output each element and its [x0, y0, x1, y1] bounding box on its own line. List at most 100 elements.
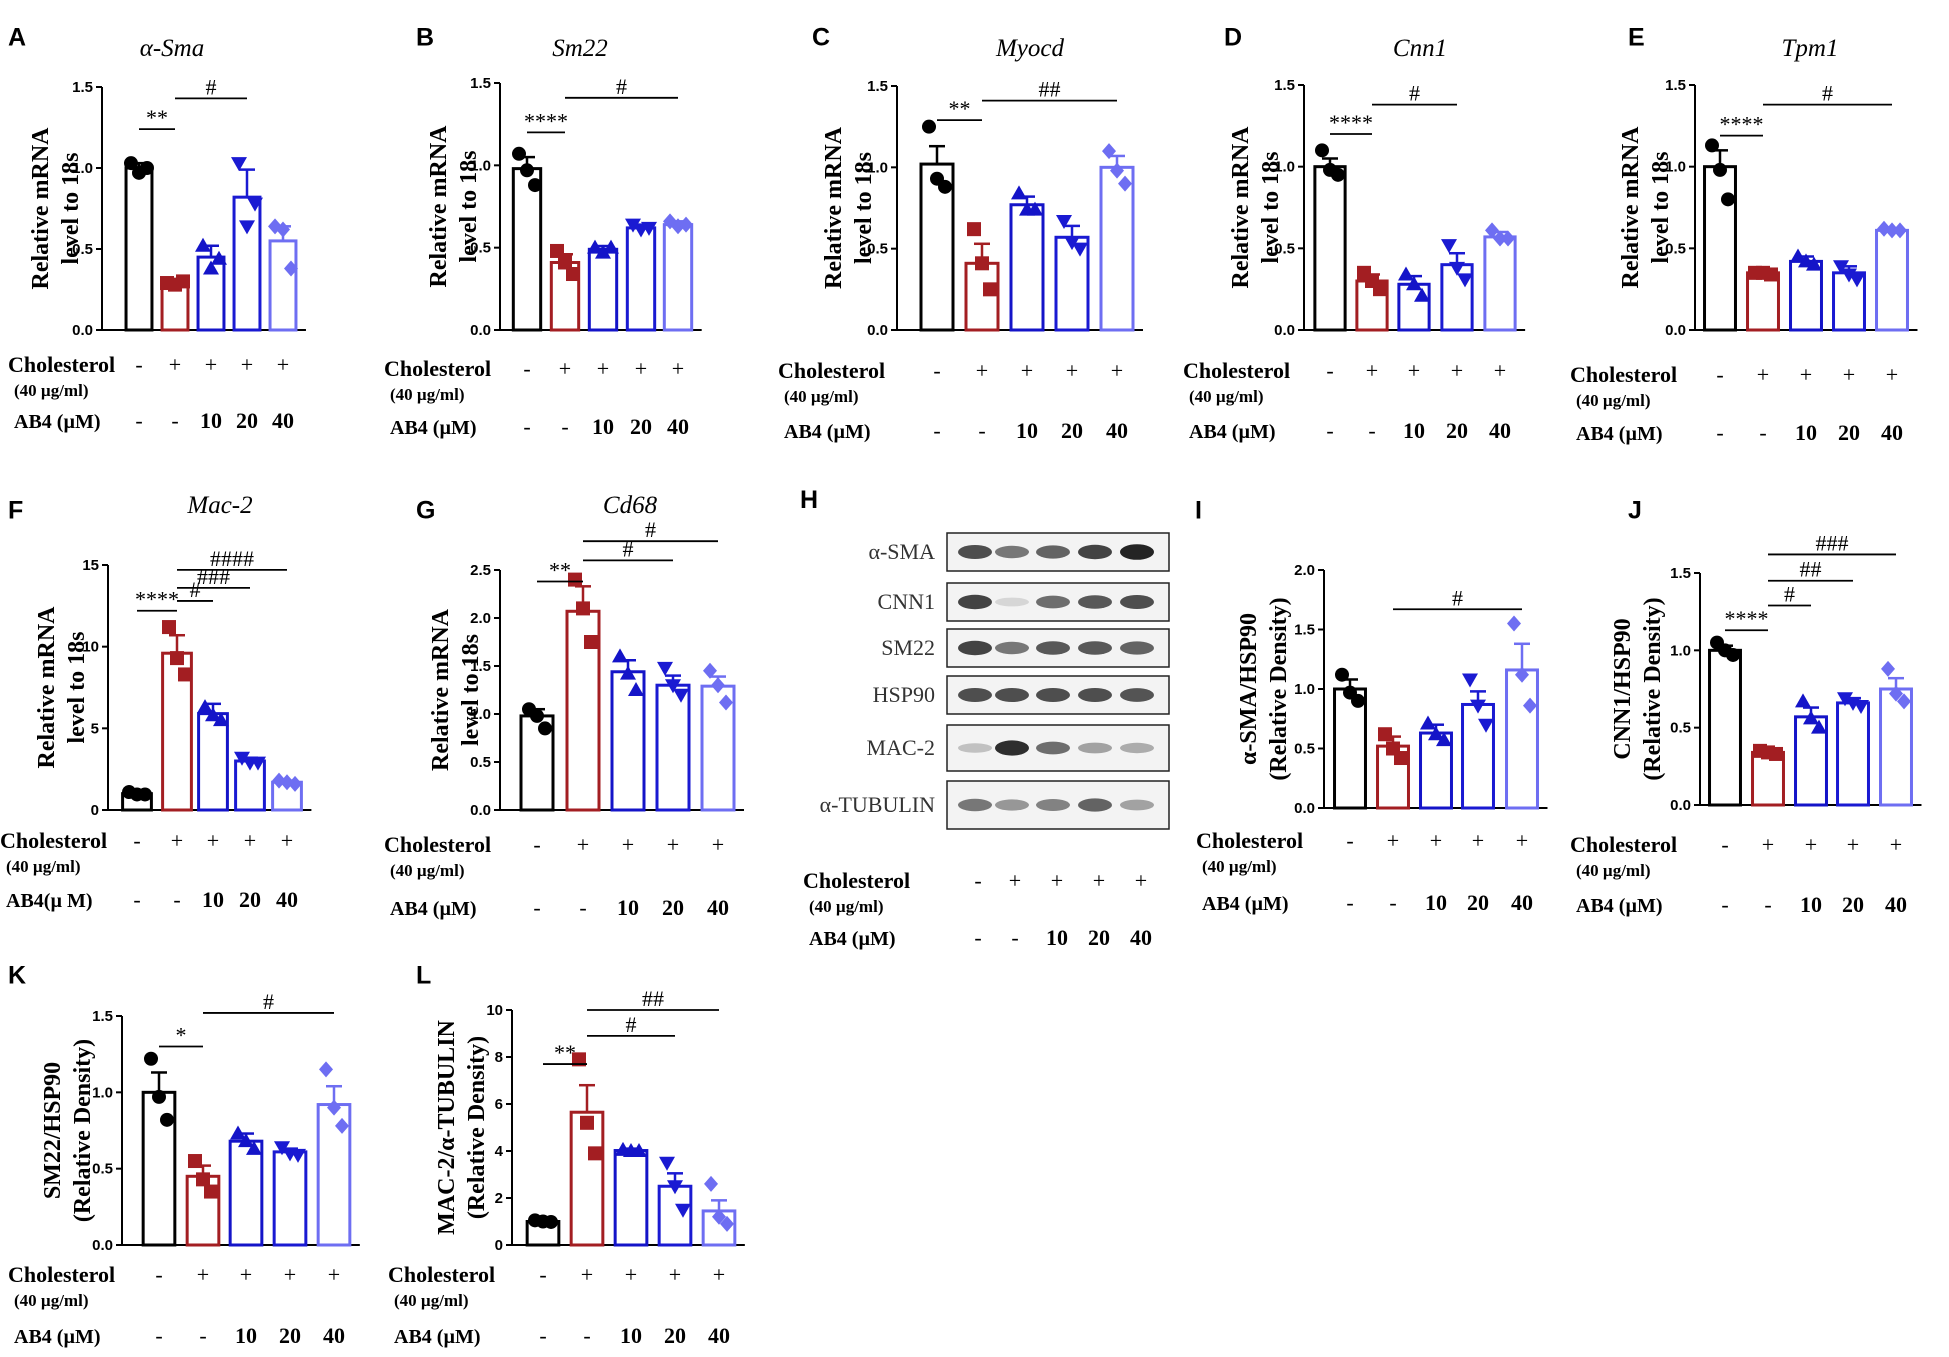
data-point — [290, 1148, 306, 1163]
data-point — [1420, 715, 1436, 730]
data-point — [538, 721, 552, 736]
blot-band — [1120, 742, 1154, 754]
treatment-ab4-value: - — [1011, 925, 1018, 950]
y-axis-label: MAC-2/α-TUBULIN (Relative Density) — [434, 1019, 490, 1234]
treatment-ab4-value: 20 — [1467, 890, 1489, 915]
y-axis-label-line1: Relative mRNA — [28, 127, 54, 290]
blot-band — [1078, 688, 1112, 702]
data-point — [572, 1052, 586, 1067]
y-axis-label-line1: Relative mRNA — [34, 606, 60, 769]
y-tick-label: 5 — [91, 720, 99, 737]
treatment-cholesterol-value: - — [523, 356, 530, 381]
y-axis-label: Relative mRNA level to 18s — [34, 606, 90, 769]
treatment-cholesterol-label: Cholesterol — [1570, 362, 1677, 387]
data-point — [1501, 230, 1515, 247]
panel-letter: F — [8, 497, 23, 525]
data-point — [327, 1099, 341, 1116]
y-tick-label: 0.5 — [1670, 720, 1691, 737]
treatment-cholesterol-value: + — [667, 832, 679, 857]
chart-panel-f: F Mac-2 Relative mRNA level to 18s 0 5 10 15 ***… — [0, 492, 312, 912]
data-point — [1315, 143, 1329, 158]
data-point — [675, 1203, 691, 1218]
treatment-ab4-value: 10 — [1795, 420, 1817, 445]
chart-title: α-Sma — [140, 35, 205, 62]
panel-letter: I — [1195, 497, 1202, 525]
treatment-ab4-value: - — [933, 418, 940, 443]
blot-band — [995, 641, 1029, 655]
bar-group-2 — [569, 1110, 605, 1247]
treatment-ab4-label: AB4 (µM) — [784, 421, 871, 443]
data-point — [1897, 693, 1911, 710]
data-point — [657, 661, 673, 676]
panel-letter: L — [416, 962, 431, 990]
bar-group-2 — [1746, 271, 1780, 332]
data-point — [641, 221, 657, 236]
blot-band — [958, 640, 992, 656]
data-point — [188, 1154, 202, 1169]
treatment-ab4-value: - — [523, 414, 530, 439]
blot-band — [1078, 595, 1112, 609]
treatment-ab4-value: 40 — [667, 414, 689, 439]
treatment-ab4-label: AB4(µ M) — [6, 890, 93, 912]
treatment-cholesterol-value: + — [1111, 358, 1123, 383]
treatment-cholesterol-dose: (40 µg/ml) — [784, 387, 858, 406]
data-point — [1011, 185, 1027, 200]
bar-group-4 — [1836, 701, 1870, 807]
treatment-ab4-value: - — [539, 1323, 546, 1348]
treatment-ab4-label: AB4 (µM) — [390, 417, 477, 439]
data-point — [1803, 710, 1819, 725]
data-point — [178, 667, 192, 682]
chart-title: Tpm1 — [1782, 35, 1839, 62]
y-axis-label-line1: CNN1/HSP90 — [1610, 618, 1636, 759]
blot-band — [1120, 799, 1154, 811]
data-point — [230, 1125, 246, 1140]
treatment-ab4-value: 20 — [630, 414, 652, 439]
significance-label: # — [1784, 581, 1795, 606]
data-point — [703, 662, 717, 679]
bar-group-4 — [1054, 235, 1090, 332]
data-point — [1769, 746, 1783, 761]
data-point — [1331, 167, 1345, 182]
chart-title: Cd68 — [603, 492, 658, 519]
treatment-cholesterol-dose: (40 µg/ml) — [390, 385, 464, 404]
treatment-cholesterol-label: Cholesterol — [384, 832, 491, 857]
bar-group-4 — [625, 226, 657, 332]
treatment-ab4-value: - — [1721, 892, 1728, 917]
blot-band — [1036, 741, 1070, 755]
chart-panel-i: Iα-SMA/HSP90 (Relative Density) 0.0 0.5 1.0 1… — [1195, 497, 1548, 915]
blot-row-label: SM22 — [881, 635, 935, 660]
significance-label: # — [206, 74, 217, 99]
bar-group-3 — [197, 712, 229, 812]
treatment-cholesterol-value: + — [1494, 358, 1506, 383]
treatment-cholesterol-dose: (40 µg/ml) — [1202, 857, 1276, 876]
y-tick-label: 1.0 — [470, 706, 491, 723]
treatment-ab4-value: - — [173, 887, 180, 912]
blot-row-label: α-TUBULIN — [820, 792, 936, 817]
blot-band — [1078, 544, 1112, 560]
y-axis-label-line1: α-SMA/HSP90 — [1236, 613, 1262, 765]
treatment-cholesterol-value: + — [581, 1262, 593, 1287]
bar-group-3 — [1009, 203, 1045, 332]
y-tick-label: 0.0 — [1670, 797, 1691, 814]
chart-title: Myocd — [995, 35, 1065, 62]
treatment-cholesterol-value: + — [1066, 358, 1078, 383]
significance-label: **** — [1329, 110, 1373, 135]
data-point — [284, 260, 298, 277]
treatment-cholesterol-value: + — [1800, 362, 1812, 387]
significance-label: # — [1822, 81, 1833, 106]
treatment-ab4-value: 40 — [1130, 925, 1152, 950]
treatment-cholesterol-value: - — [533, 832, 540, 857]
significance-label: **** — [1725, 606, 1769, 631]
treatment-ab4-label: AB4 (µM) — [390, 898, 477, 920]
treatment-cholesterol-value: + — [713, 1262, 725, 1287]
data-point — [558, 255, 572, 270]
treatment-cholesterol-value: - — [933, 358, 940, 383]
data-point — [983, 282, 997, 297]
significance-label: ## — [1800, 557, 1822, 582]
data-point — [124, 156, 138, 171]
data-point — [1841, 268, 1857, 283]
data-point — [160, 1112, 174, 1127]
chart-panel-g: G Cd68 Relative mRNA level to 18s 0.0 0.5 1.0 1… — [384, 492, 744, 920]
data-point — [1441, 239, 1457, 254]
treatment-ab4-value: - — [133, 887, 140, 912]
